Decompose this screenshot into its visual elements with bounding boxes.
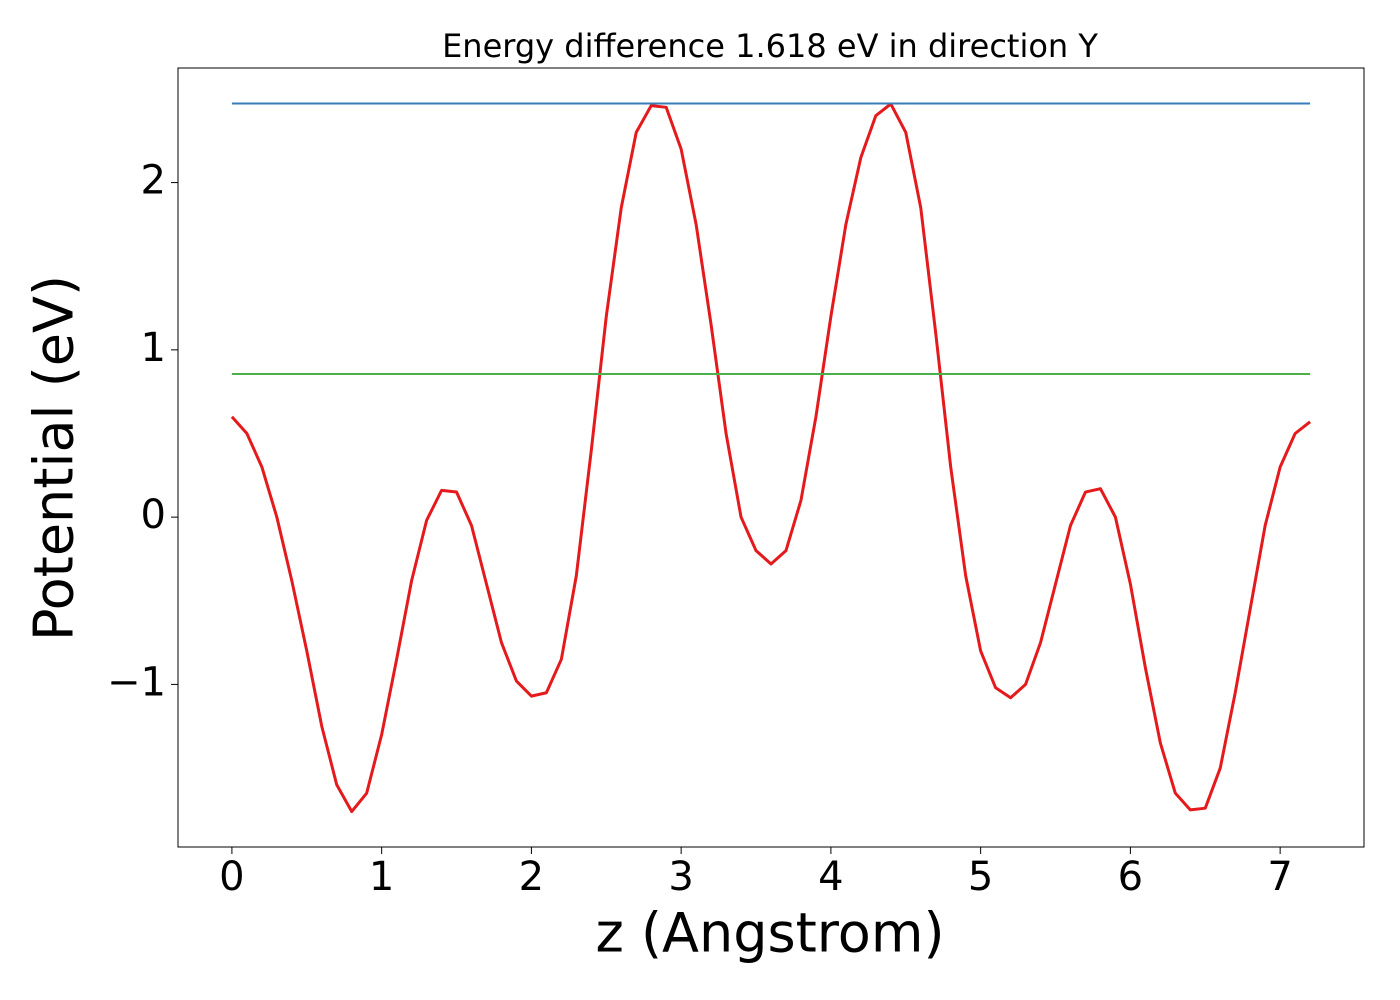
y-tick-label: 0 [141, 492, 166, 538]
y-tick-label: −1 [107, 659, 166, 705]
x-tick-label: 4 [818, 854, 843, 900]
x-tick-label: 7 [1267, 854, 1292, 900]
x-tick-label: 2 [519, 854, 544, 900]
chart-title: Energy difference 1.618 eV in direction … [442, 27, 1098, 65]
x-tick-label: 1 [369, 854, 394, 900]
x-tick-label: 6 [1118, 854, 1143, 900]
data-line [230, 102, 1312, 814]
x-tick-label: 5 [968, 854, 993, 900]
x-tick-label: 0 [219, 854, 244, 900]
x-tick-label: 3 [668, 854, 693, 900]
y-tick-label: 2 [141, 158, 166, 204]
y-tick-label: 1 [141, 325, 166, 371]
plot-frame [177, 67, 1365, 848]
y-axis-label: Potential (eV) [23, 275, 86, 641]
x-axis-label: z (Angstrom) [595, 902, 944, 965]
